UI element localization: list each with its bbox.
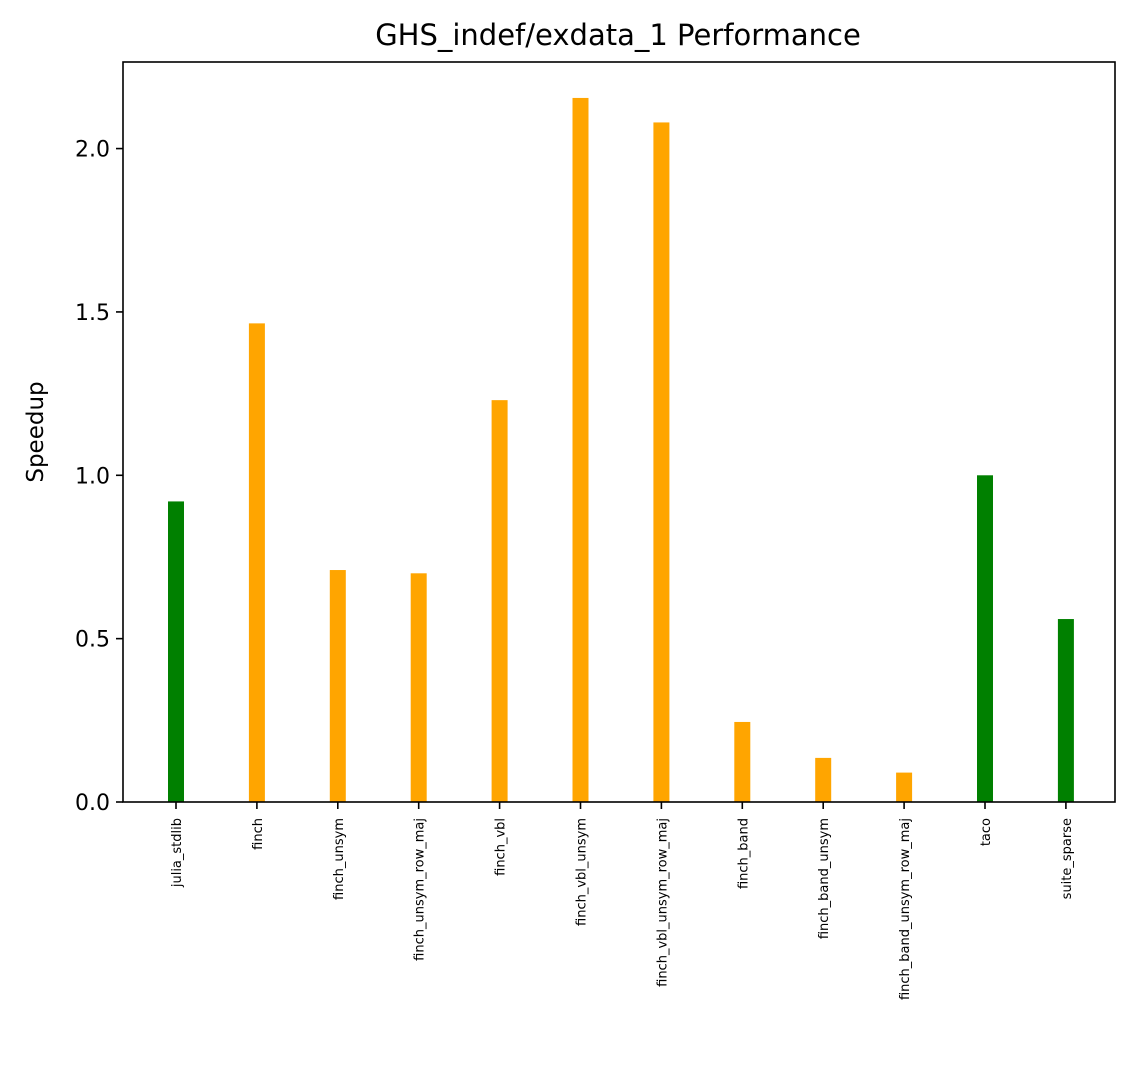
y-axis: 0.0 0.5 1.0 1.5 2.0 — [75, 138, 123, 816]
bar-finch_unsym_row_maj — [410, 573, 427, 802]
x-tick-label: finch_vbl_unsym — [575, 818, 590, 926]
x-tick-label: finch — [251, 818, 266, 850]
x-tick-label: finch_band_unsym — [817, 818, 832, 939]
x-tick-label: finch_unsym — [332, 818, 347, 900]
x-tick-label: finch_band_unsym_row_maj — [898, 818, 913, 1000]
bar-taco — [977, 475, 993, 802]
bar-finch_vbl_unsym — [572, 97, 589, 803]
bars — [168, 97, 1074, 803]
bar-finch_vbl — [491, 400, 508, 802]
bar-finch_unsym — [329, 570, 346, 802]
chart-title: GHS_indef/exdata_1 Performance — [375, 18, 861, 52]
plot-frame — [122, 61, 1116, 803]
y-axis-label: Speedup — [23, 381, 49, 482]
bar-finch — [248, 323, 265, 802]
x-tick-label: finch_band — [736, 818, 751, 889]
bar-finch_vbl_unsym_row_maj — [653, 122, 670, 802]
bar-finch_band — [734, 721, 751, 802]
bar-finch_band_unsym — [815, 757, 832, 802]
x-tick-label: suite_sparse — [1060, 818, 1075, 899]
y-tick-label: 1.0 — [75, 464, 110, 489]
x-tick-label: finch_vbl — [494, 818, 509, 876]
x-tick-label: finch_unsym_row_maj — [413, 818, 428, 961]
bar-finch_band_unsym_row_maj — [896, 772, 913, 802]
x-tick-label: julia_stdlib — [170, 818, 185, 888]
bar-suite_sparse — [1057, 619, 1074, 802]
y-tick-label: 2.0 — [75, 138, 110, 163]
x-tick-label: finch_vbl_unsym_row_maj — [655, 818, 670, 987]
y-tick-label: 0.0 — [75, 791, 110, 816]
bar-julia_stdlib — [168, 501, 184, 802]
y-tick-label: 0.5 — [75, 628, 110, 653]
y-tick-label: 1.5 — [75, 301, 110, 326]
x-tick-label: taco — [979, 818, 994, 846]
x-axis: julia_stdlib finch finch_unsym finch_unsym_… — [170, 802, 1075, 1000]
